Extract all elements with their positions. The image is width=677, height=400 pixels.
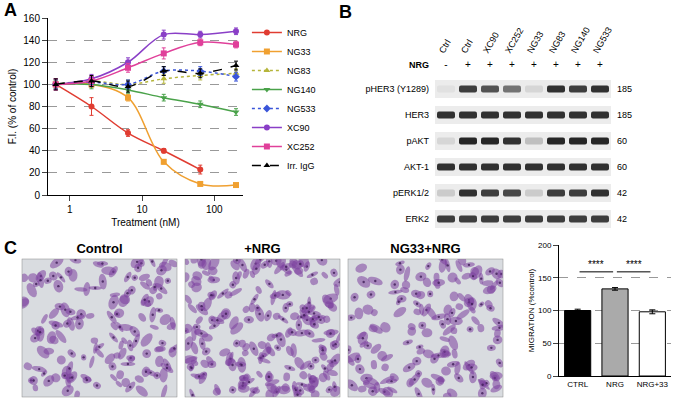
svg-text:pHER3 (Y1289): pHER3 (Y1289) bbox=[365, 84, 429, 94]
svg-text:Ctrl: Ctrl bbox=[459, 38, 475, 55]
svg-text:CTRL: CTRL bbox=[567, 380, 588, 389]
svg-text:0: 0 bbox=[547, 372, 552, 381]
svg-text:+: + bbox=[553, 59, 559, 70]
svg-text:B: B bbox=[339, 2, 352, 22]
svg-text:140: 140 bbox=[23, 35, 40, 46]
svg-text:0: 0 bbox=[34, 190, 40, 201]
svg-text:185: 185 bbox=[617, 110, 632, 120]
svg-text:NG533: NG533 bbox=[287, 104, 316, 114]
svg-text:NG83: NG83 bbox=[547, 30, 567, 55]
svg-text:NG140: NG140 bbox=[569, 25, 592, 55]
svg-text:+: + bbox=[531, 59, 537, 70]
svg-text:60: 60 bbox=[617, 162, 627, 172]
svg-text:NG533: NG533 bbox=[591, 25, 614, 55]
svg-text:C: C bbox=[4, 238, 17, 258]
svg-text:10: 10 bbox=[136, 204, 148, 215]
svg-text:+: + bbox=[465, 59, 471, 70]
svg-text:F.I. (% of control): F.I. (% of control) bbox=[7, 69, 18, 145]
svg-text:XC90: XC90 bbox=[287, 123, 310, 133]
svg-text:NG140: NG140 bbox=[287, 85, 316, 95]
svg-text:1: 1 bbox=[67, 204, 73, 215]
svg-text:NG83: NG83 bbox=[287, 66, 311, 76]
svg-text:150: 150 bbox=[538, 274, 552, 283]
svg-text:50: 50 bbox=[542, 339, 551, 348]
svg-text:+NRG: +NRG bbox=[244, 241, 280, 256]
svg-text:NRG: NRG bbox=[409, 60, 429, 70]
svg-text:NRG: NRG bbox=[606, 380, 624, 389]
svg-text:****: **** bbox=[588, 259, 604, 270]
svg-text:+: + bbox=[597, 59, 603, 70]
svg-text:100: 100 bbox=[23, 79, 40, 90]
svg-text:100: 100 bbox=[206, 204, 223, 215]
svg-text:-: - bbox=[444, 59, 447, 70]
svg-text:42: 42 bbox=[617, 214, 627, 224]
svg-text:Ctrl: Ctrl bbox=[437, 38, 453, 55]
svg-text:HER3: HER3 bbox=[405, 110, 429, 120]
svg-text:AKT-1: AKT-1 bbox=[404, 162, 429, 172]
svg-text:40: 40 bbox=[29, 145, 41, 156]
svg-text:Treatment (nM): Treatment (nM) bbox=[111, 217, 180, 228]
svg-text:20: 20 bbox=[29, 167, 41, 178]
svg-text:MIGRATION (%control): MIGRATION (%control) bbox=[527, 268, 536, 352]
svg-text:pERK1/2: pERK1/2 bbox=[393, 188, 429, 198]
svg-text:pAKT: pAKT bbox=[406, 136, 429, 146]
svg-text:200: 200 bbox=[538, 241, 552, 250]
svg-text:NG33+NRG: NG33+NRG bbox=[390, 241, 460, 256]
svg-text:Control: Control bbox=[76, 241, 122, 256]
svg-text:60: 60 bbox=[617, 136, 627, 146]
svg-text:NRG: NRG bbox=[287, 28, 307, 38]
svg-text:ERK2: ERK2 bbox=[405, 214, 429, 224]
svg-text:XC252: XC252 bbox=[503, 26, 525, 55]
svg-text:100: 100 bbox=[538, 306, 552, 315]
html-text:A: A bbox=[4, 0, 17, 20]
svg-text:NG33: NG33 bbox=[287, 47, 311, 57]
svg-text:42: 42 bbox=[617, 188, 627, 198]
svg-text:XC252: XC252 bbox=[287, 142, 315, 152]
svg-text:+: + bbox=[575, 59, 581, 70]
svg-text:80: 80 bbox=[29, 101, 41, 112]
svg-text:60: 60 bbox=[29, 123, 41, 134]
svg-text:NRG+33: NRG+33 bbox=[637, 380, 669, 389]
svg-text:160: 160 bbox=[23, 13, 40, 24]
svg-text:****: **** bbox=[626, 259, 642, 270]
svg-text:Irr. IgG: Irr. IgG bbox=[287, 161, 315, 171]
svg-text:120: 120 bbox=[23, 57, 40, 68]
svg-text:+: + bbox=[487, 59, 493, 70]
svg-text:185: 185 bbox=[617, 84, 632, 94]
svg-text:XC90: XC90 bbox=[481, 31, 501, 55]
svg-text:NG33: NG33 bbox=[525, 30, 545, 55]
svg-text:+: + bbox=[509, 59, 515, 70]
